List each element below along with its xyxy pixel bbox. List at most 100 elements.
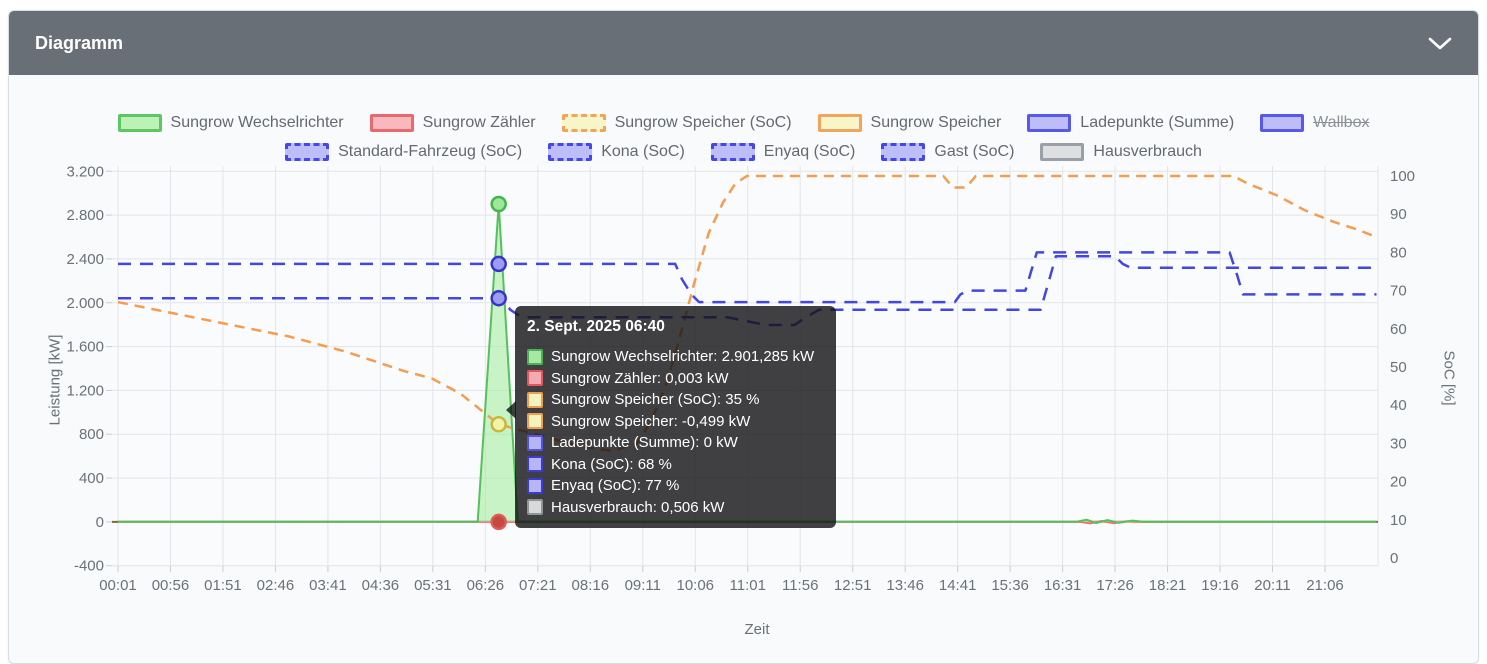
legend-item-standard-fahrzeug-soc[interactable]: Standard-Fahrzeug (SoC) [285,143,522,161]
tooltip-text: Sungrow Zähler: 0,003 kW [551,370,729,387]
legend-label: Kona (SoC) [601,143,685,161]
legend-label: Standard-Fahrzeug (SoC) [338,143,522,161]
legend-label: Hausverbrauch [1093,143,1202,161]
y-right-tick-label: 60 [1390,321,1407,338]
legend-item-sungrow-wechselrichter[interactable]: Sungrow Wechselrichter [118,114,344,132]
tooltip-row: Sungrow Zähler: 0,003 kW [527,368,824,390]
tooltip-swatch [527,349,543,365]
y-right-tick-label: 80 [1390,244,1407,261]
y-left-tick-label: 2.800 [66,207,104,224]
tooltip-text: Kona (SoC): 68 % [551,456,672,473]
x-tick-label: 06:26 [467,577,505,594]
legend-item-ladepunkte-summe[interactable]: Ladepunkte (Summe) [1027,114,1234,132]
x-tick-label: 13:46 [886,577,924,594]
tooltip-swatch [527,392,543,408]
x-tick-label: 09:11 [625,577,661,594]
legend-item-enyaq-soc[interactable]: Enyaq (SoC) [711,143,856,161]
x-tick-label: 00:01 [99,577,137,594]
legend-swatch [1040,143,1084,161]
y-left-tick-label: 0 [96,514,104,531]
x-tick-label: 01:51 [204,577,242,594]
tooltip-swatch [527,456,543,472]
y-right-tick-label: 20 [1390,474,1407,491]
y-left-tick-label: 2.400 [66,251,104,268]
x-tick-label: 11:56 [782,577,818,594]
chart-tooltip: 2. Sept. 2025 06:40 Sungrow Wechselricht… [515,306,836,528]
y-right-tick-label: 100 [1390,168,1415,185]
tooltip-row: Kona (SoC): 68 % [527,454,824,476]
tooltip-row: Sungrow Speicher (SoC): 35 % [527,389,824,411]
y-right-tick-label: 10 [1390,512,1407,529]
x-tick-label: 12:51 [834,577,872,594]
legend-swatch [285,143,329,161]
x-tick-label: 05:31 [414,577,452,594]
legend-item-hausverbrauch[interactable]: Hausverbrauch [1040,143,1202,161]
tooltip-text: Sungrow Speicher: -0,499 kW [551,413,750,430]
y-right-tick-label: 70 [1390,283,1407,300]
y-right-tick-label: 50 [1390,359,1407,376]
legend-item-sungrow-speicher-soc[interactable]: Sungrow Speicher (SoC) [562,114,792,132]
y-left-tick-label: 1.200 [66,382,104,399]
tooltip-row: Enyaq (SoC): 77 % [527,475,824,497]
hover-marker-kona-soc [492,291,506,305]
tooltip-row: Ladepunkte (Summe): 0 kW [527,432,824,454]
x-tick-label: 15:36 [991,577,1029,594]
y-right-tick-label: 40 [1390,397,1407,414]
legend-item-sungrow-speicher[interactable]: Sungrow Speicher [818,114,1002,132]
x-tick-label: 11:01 [730,577,766,594]
tooltip-text: Sungrow Speicher (SoC): 35 % [551,391,759,408]
x-tick-label: 14:41 [939,577,977,594]
legend-swatch [711,143,755,161]
tooltip-swatch [527,370,543,386]
hover-marker-sungrow-speicher-soc [492,417,506,431]
tooltip-row: Sungrow Speicher: -0,499 kW [527,411,824,433]
tooltip-text: Ladepunkte (Summe): 0 kW [551,434,738,451]
legend-swatch [818,114,862,132]
y-left-tick-label: 2.000 [66,295,104,312]
x-tick-label: 07:21 [519,577,557,594]
legend-swatch [562,114,606,132]
legend-item-wallbox[interactable]: Wallbox [1260,114,1369,132]
tooltip-swatch [527,499,543,515]
tooltip-row: Hausverbrauch: 0,506 kW [527,497,824,519]
legend-swatch [548,143,592,161]
legend-label: Sungrow Wechselrichter [171,114,344,132]
legend-item-gast-soc[interactable]: Gast (SoC) [881,143,1014,161]
legend-label: Ladepunkte (Summe) [1080,114,1234,132]
hover-marker-sungrow-z-hler [492,515,506,529]
tooltip-title: 2. Sept. 2025 06:40 [527,318,824,336]
y-left-tick-label: 800 [79,426,104,443]
tooltip-rows: Sungrow Wechselrichter: 2.901,285 kW Sung… [527,346,824,518]
tooltip-swatch [527,478,543,494]
tooltip-swatch [527,435,543,451]
x-tick-label: 18:21 [1149,577,1187,594]
legend-swatch [370,114,414,132]
legend-label: Sungrow Speicher (SoC) [615,114,792,132]
hover-marker-sungrow-wechselrichter [492,197,506,211]
legend-label: Sungrow Zähler [423,114,536,132]
legend-swatch [1027,114,1071,132]
chart-legend: Sungrow Wechselrichter Sungrow Zähler Sung… [9,111,1478,169]
tooltip-text: Hausverbrauch: 0,506 kW [551,499,724,516]
legend-item-sungrow-z-hler[interactable]: Sungrow Zähler [370,114,536,132]
legend-label: Wallbox [1313,114,1369,132]
legend-swatch [881,143,925,161]
hover-marker-enyaq-soc [492,257,506,271]
y-right-tick-label: 30 [1390,435,1407,452]
x-tick-label: 08:16 [572,577,610,594]
legend-label: Sungrow Speicher [871,114,1002,132]
x-tick-label: 03:41 [309,577,347,594]
x-tick-label: 02:46 [257,577,295,594]
y-left-tick-label: -400 [74,558,104,575]
x-tick-label: 10:06 [676,577,714,594]
x-tick-label: 21:06 [1306,577,1344,594]
tooltip-text: Enyaq (SoC): 77 % [551,477,679,494]
legend-swatch [1260,114,1304,132]
legend-item-kona-soc[interactable]: Kona (SoC) [548,143,685,161]
y-right-tick-label: 0 [1390,550,1398,567]
y-left-tick-label: 400 [79,470,104,487]
tooltip-text: Sungrow Wechselrichter: 2.901,285 kW [551,348,814,365]
x-tick-label: 04:36 [362,577,400,594]
legend-label: Enyaq (SoC) [764,143,856,161]
x-tick-label: 19:16 [1201,577,1239,594]
